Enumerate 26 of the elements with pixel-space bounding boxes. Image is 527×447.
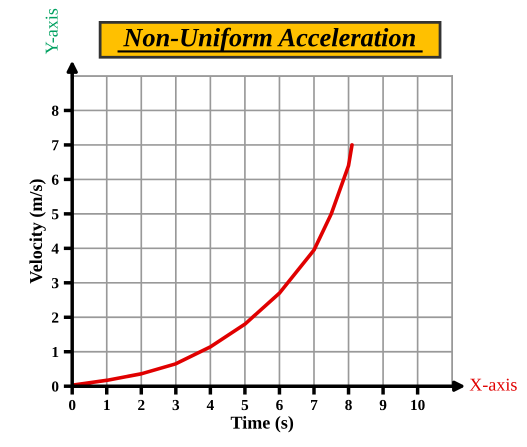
x-tick-label: 4	[206, 400, 214, 410]
x-tick-label: 10	[411, 400, 425, 410]
y-tick-label: 5	[52, 209, 58, 220]
y-tick-label: 0	[52, 381, 58, 392]
y-tick-label: 8	[52, 106, 58, 116]
y-tick-label: 7	[52, 140, 59, 150]
text: Y-axis	[46, 8, 58, 54]
chart-title: Non-Uniform Acceleration	[123, 28, 416, 52]
y-tick-label: 3	[52, 278, 58, 288]
x-axis-title: Time (s)	[230, 416, 294, 432]
x-tick-label: 0	[68, 400, 76, 410]
x-tick-label: 7	[311, 400, 318, 410]
x-tick-label: 6	[276, 400, 283, 410]
line-series	[72, 143, 354, 386]
y-tick-label: 6	[52, 174, 59, 185]
x-tick-label: 3	[172, 400, 180, 410]
text: X-axis	[470, 378, 517, 391]
x-tick-label: 9	[380, 400, 386, 410]
y-tick-label: 1	[52, 346, 58, 358]
y-axis-title: Velocity (m/s)	[29, 179, 46, 284]
y-tick-label: 4	[52, 244, 59, 254]
x-tick-label: 2	[138, 400, 144, 410]
x-tick-label: 1	[104, 400, 110, 410]
x-tick-label: 8	[345, 400, 352, 410]
x-tick-label: 5	[242, 400, 248, 410]
y-tick-label: 2	[52, 312, 58, 323]
